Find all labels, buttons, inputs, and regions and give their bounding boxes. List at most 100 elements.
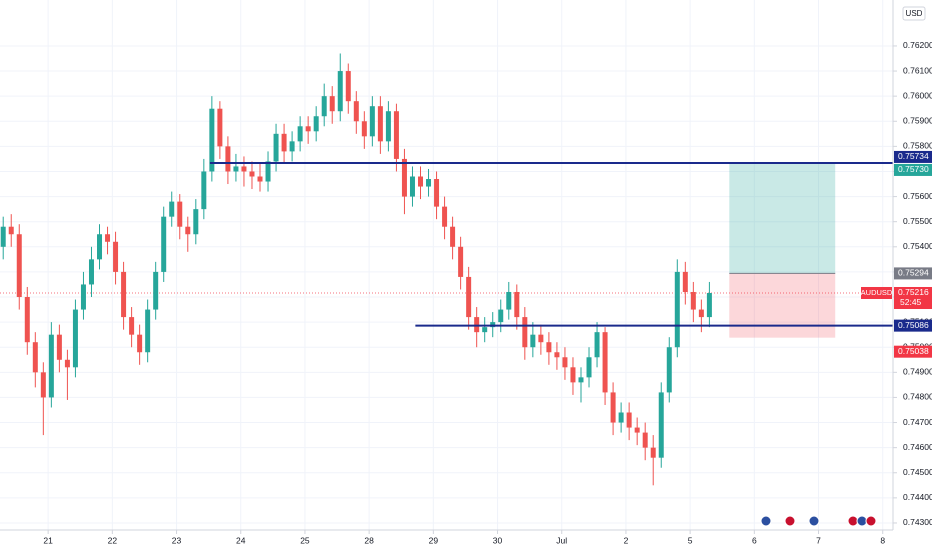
candle-body [185,226,191,235]
event-icon[interactable] [865,515,877,527]
level-price-label: 0.75086 [898,320,929,330]
level-price-box [894,319,932,332]
y-tick-label: 0.75400 [903,241,932,251]
candle-body [105,234,111,242]
y-tick-label: 0.74700 [903,417,932,427]
x-tick-label: 8 [880,535,885,545]
candle-body [642,432,648,448]
countdown-label: 52:45 [900,297,922,307]
candle-body [570,367,576,383]
candle-body [522,317,528,348]
y-tick-label: 0.76100 [903,65,932,75]
candle-body [329,96,335,112]
candle-body [8,226,14,235]
candle-body [393,111,399,159]
event-icon[interactable] [808,515,820,527]
candle-body [618,412,624,423]
x-tick-label: 24 [236,535,246,545]
candle-body [129,317,135,335]
candle-body [417,176,423,187]
candle-body [113,241,119,272]
event-icon[interactable] [760,515,772,527]
candle-body [97,234,103,260]
symbol-label: AUDUSD [861,288,893,297]
y-tick-label: 0.74900 [903,367,932,377]
last-price-label: 0.75216 [898,287,929,297]
candle-body [530,334,536,348]
candle-body [337,71,343,112]
candle-body [426,179,432,187]
candle-body [682,271,688,292]
y-tick-label: 0.74600 [903,442,932,452]
stop-price-label: 0.75038 [898,346,929,356]
loss-zone [729,273,836,338]
y-tick-label: 0.74500 [903,467,932,477]
last-price-box [894,286,932,309]
event-icons [760,515,877,527]
profit-zone [729,163,836,274]
candle-body [209,108,215,172]
candle-body [369,106,375,137]
symbol-box [861,286,892,299]
candle-body [257,176,263,182]
candle-body [233,166,239,172]
candle-body [137,334,143,353]
candle-body [72,309,78,368]
x-tick-label: 6 [752,535,757,545]
candle-body [474,317,480,333]
candle-body [169,201,175,217]
candle-body [161,216,167,272]
x-tick-label: 21 [43,535,53,545]
candle-body [482,327,488,333]
stop-price-box [894,345,932,358]
candle-body [401,158,407,197]
level-price-box [894,150,932,163]
candle-body [32,342,38,373]
candle-body [698,309,704,318]
y-tick-label: 0.75600 [903,191,932,201]
candle-body [16,234,22,298]
candle-body [690,291,696,310]
candle-body [409,176,415,197]
candle-body [281,133,287,152]
candle-body [514,291,520,318]
target-price-box [894,163,932,176]
candle-body [626,412,632,428]
candle-body [498,309,504,323]
candle-body [297,126,303,142]
plot-area [0,53,893,486]
candle-body [458,246,464,277]
event-icon[interactable] [784,515,796,527]
candle-body [145,309,151,353]
candle-body [64,359,70,368]
x-tick-label: 5 [688,535,693,545]
candle-body [201,171,207,210]
candle-body [554,352,560,358]
y-tick-label: 0.74300 [903,517,932,527]
candle-body [289,141,295,152]
candle-body [121,271,127,318]
candle-body [385,111,391,142]
candle-body [345,71,351,102]
y-tick-label: 0.76200 [903,40,932,50]
candle-body [594,332,600,358]
x-tick-label: 29 [429,535,439,545]
candle-body [634,427,640,433]
level-price-label: 0.75734 [898,151,929,161]
candle-body [321,96,327,117]
y-tick-label: 0.74400 [903,492,932,502]
candle-body [249,171,255,177]
candle-body [377,106,383,142]
x-tick-label: 25 [300,535,310,545]
candle-body [546,342,552,353]
y-tick-label: 0.75800 [903,141,932,151]
entry-price-label: 0.75294 [898,268,929,278]
candle-body [490,322,496,328]
candle-body [666,347,672,393]
currency-box[interactable] [902,6,926,21]
x-tick-label: 2 [624,535,629,545]
candle-body [562,357,568,368]
candle-body [80,284,86,310]
candle-body [193,209,199,235]
